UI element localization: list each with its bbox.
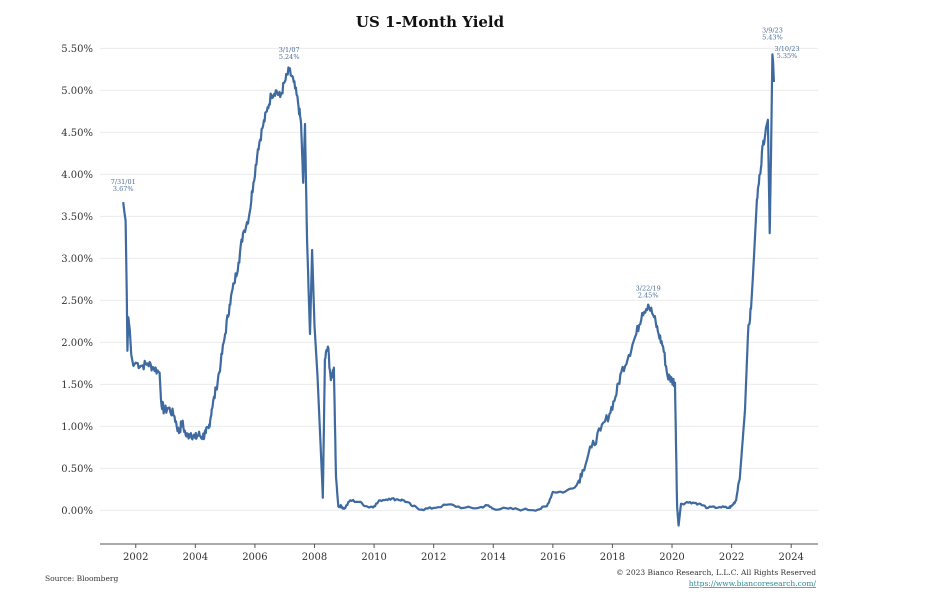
grid-lines — [100, 47, 818, 511]
y-tick-label: 0.00% — [61, 506, 93, 517]
y-tick-label: 4.50% — [61, 128, 93, 139]
y-axis-ticks: 0.00% 0.50% 1.00% 1.50% 2.00% 2.50% 3.00% 3.50%… — [61, 44, 93, 517]
annotation-date: 3/9/23 — [762, 26, 783, 34]
y-tick-label: 1.50% — [61, 380, 93, 391]
x-tick-label: 2022 — [719, 552, 744, 563]
x-tick-label: 2016 — [540, 552, 565, 563]
website-link[interactable]: https://www.biancoresearch.com/ — [689, 579, 817, 588]
annotation-date: 3/22/19 — [636, 285, 661, 293]
x-tick-label: 2002 — [123, 552, 148, 563]
annotation-value: 3.67% — [113, 185, 134, 193]
y-tick-label: 5.00% — [61, 86, 93, 97]
y-tick-label: 0.50% — [61, 464, 93, 475]
annotation-value: 5.24% — [279, 53, 300, 61]
annotation-date: 7/31/01 — [111, 178, 136, 186]
annotation-date: 3/10/23 — [774, 45, 799, 53]
x-tick-label: 2012 — [421, 552, 446, 563]
x-tick-label: 2010 — [361, 552, 386, 563]
y-tick-label: 2.00% — [61, 338, 93, 349]
x-tick-label: 2018 — [600, 552, 625, 563]
annotation-value: 5.43% — [762, 33, 783, 41]
y-tick-label: 3.50% — [61, 212, 93, 223]
y-tick-label: 4.00% — [61, 170, 93, 181]
copyright-note: © 2023 Bianco Research, L.L.C. All Right… — [616, 568, 816, 577]
x-axis-ticks: 2002 2004 2006 2008 2010 2012 2014 2016 2018 2020… — [123, 544, 804, 563]
chart-title: US 1-Month Yield — [356, 13, 505, 31]
x-tick-label: 2020 — [659, 552, 684, 563]
annotation-value: 5.35% — [777, 52, 798, 60]
y-tick-label: 2.50% — [61, 296, 93, 307]
annotation-date: 3/1/07 — [279, 46, 300, 54]
x-tick-label: 2014 — [481, 552, 506, 563]
y-tick-label: 3.00% — [61, 254, 93, 265]
x-tick-label: 2006 — [242, 552, 267, 563]
source-note: Source: Bloomberg — [45, 574, 118, 583]
annotation-value: 2.45% — [638, 292, 659, 300]
x-tick-label: 2004 — [183, 552, 208, 563]
annotations: 7/31/013.67% 3/1/075.24% 3/22/192.45% 3/9/2… — [111, 26, 800, 299]
y-tick-label: 1.00% — [61, 422, 93, 433]
x-tick-label: 2024 — [778, 552, 803, 563]
series-line — [122, 53, 775, 527]
x-tick-label: 2008 — [302, 552, 327, 563]
y-tick-label: 5.50% — [61, 44, 93, 55]
